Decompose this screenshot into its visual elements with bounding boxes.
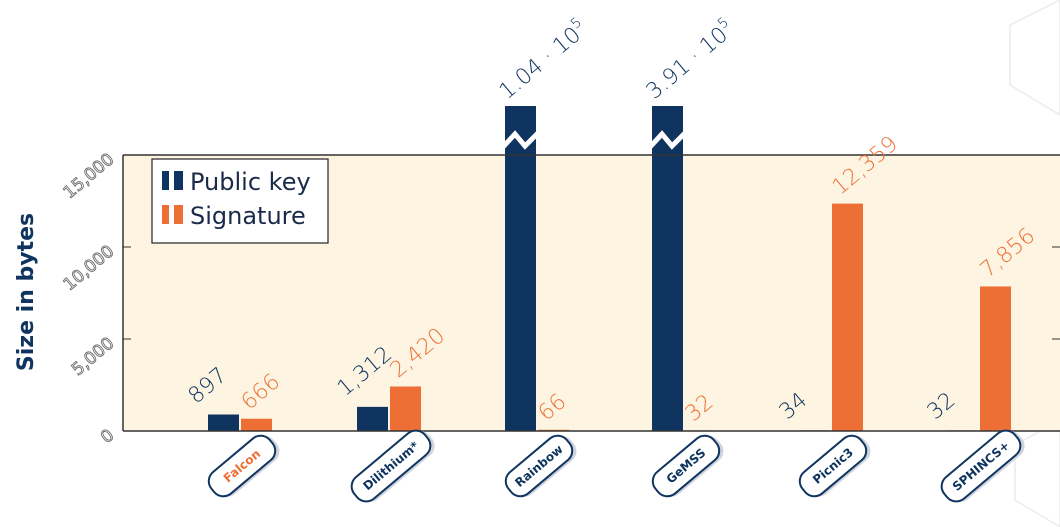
category-badge-box <box>940 429 1022 503</box>
y-tick-label: 5,000 <box>68 334 118 381</box>
category-badge: SPHINCS+ <box>940 429 1022 503</box>
category-badge: Falcon <box>207 434 277 498</box>
background-hexagons <box>1009 0 1060 527</box>
legend: Public key Signature <box>151 158 329 244</box>
category-badge: GeMSS <box>651 434 721 498</box>
bar-public-key <box>208 414 239 431</box>
category-badge-box <box>651 434 721 498</box>
category-badge-box <box>350 429 432 503</box>
bar-signature <box>390 386 421 431</box>
y-tick-label: 10,000 <box>60 242 118 296</box>
bar-public-key <box>357 406 388 431</box>
legend-swatch <box>174 205 183 224</box>
category-badge: Rainbow <box>504 434 574 498</box>
bar-public-key <box>652 106 683 431</box>
y-tick-labels: 0 5,000 10,000 15,000 <box>59 149 118 448</box>
y-axis-label: Size in bytes <box>14 213 39 371</box>
bar-break-mark <box>501 130 540 150</box>
legend-swatch <box>162 171 169 190</box>
category-labels: Falcon Dilithium* Rainbow GeMSS Picnic3 SPHIN… <box>207 429 1022 503</box>
category-badge-box <box>798 434 868 498</box>
data-label: 1.04 · 105 <box>493 14 593 104</box>
bars <box>208 106 1011 432</box>
legend-swatch <box>162 205 169 224</box>
category-badge-box <box>504 434 574 498</box>
y-tick-label: 0 <box>97 426 118 448</box>
y-tick-label: 15,000 <box>60 150 118 204</box>
legend-label: Public key <box>190 168 311 196</box>
category-badge: Picnic3 <box>798 434 868 498</box>
bar-break-mark <box>648 130 687 150</box>
bar-signature <box>832 203 863 431</box>
bar-public-key <box>505 106 536 431</box>
data-label: 3.91 · 105 <box>640 14 740 104</box>
category-badge: Dilithium* <box>350 429 432 503</box>
bar-signature <box>980 286 1011 431</box>
legend-swatch <box>174 171 183 190</box>
category-badge-box <box>207 434 277 498</box>
legend-label: Signature <box>190 202 306 230</box>
axes <box>122 154 1060 432</box>
bar-signature <box>241 418 272 431</box>
